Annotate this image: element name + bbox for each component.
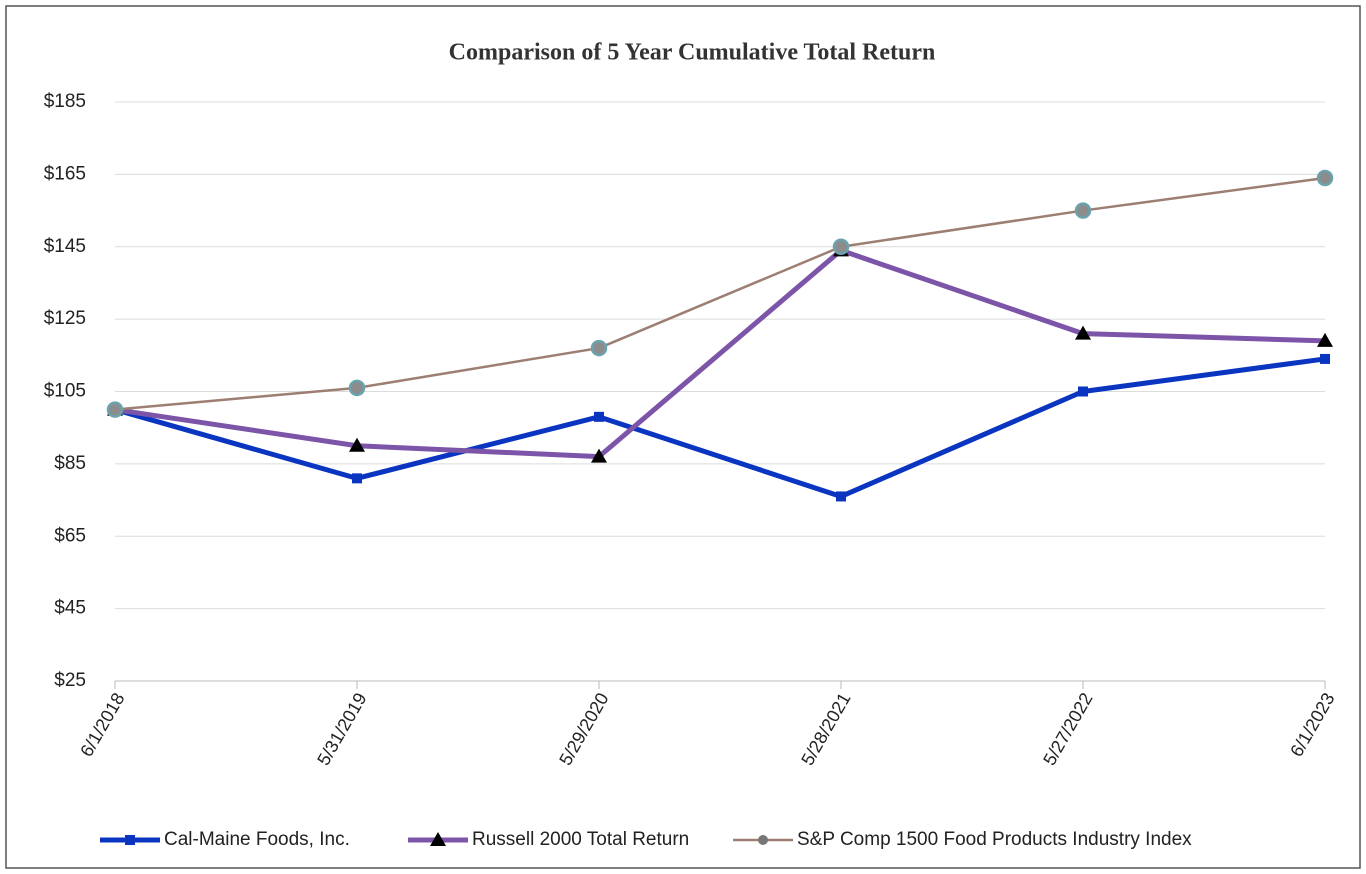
series-line (114, 247, 1326, 460)
series-line (114, 356, 1326, 499)
chart-frame (5, 5, 1361, 869)
marker (832, 238, 850, 255)
marker (1078, 386, 1088, 397)
y-tick-label: $85 (54, 453, 86, 474)
marker (591, 448, 607, 463)
marker (348, 379, 366, 397)
legend-item: Cal-Maine Foods, Inc. (100, 829, 350, 850)
marker (1320, 353, 1330, 364)
marker (590, 339, 608, 357)
y-tick-label: $105 (44, 381, 86, 402)
marker (836, 491, 846, 502)
y-tick-label: $45 (54, 598, 86, 619)
legend-item: S&P Comp 1500 Food Products Industry Ind… (733, 829, 1192, 850)
y-tick-label: $125 (44, 308, 86, 329)
marker (352, 473, 362, 484)
chart-title: Comparison of 5 Year Cumulative Total Re… (449, 40, 936, 66)
y-tick-label: $25 (54, 670, 86, 691)
marker (1316, 169, 1334, 187)
marker (349, 437, 365, 452)
y-tick-label: $65 (54, 525, 86, 546)
legend-marker (758, 835, 768, 845)
legend-label: Cal-Maine Foods, Inc. (164, 829, 350, 850)
marker (1075, 325, 1091, 340)
legend-item: Russell 2000 Total Return (408, 829, 689, 850)
legend-label: Russell 2000 Total Return (472, 829, 689, 850)
legend-marker (125, 835, 135, 845)
series-line (114, 176, 1326, 411)
marker (594, 411, 604, 422)
legend-label: S&P Comp 1500 Food Products Industry Ind… (797, 829, 1192, 850)
y-tick-label: $165 (44, 163, 86, 184)
legend-marker (430, 832, 446, 846)
marker (106, 401, 124, 418)
marker (1074, 202, 1092, 219)
y-tick-label: $185 (44, 91, 86, 112)
y-tick-label: $145 (44, 236, 86, 257)
marker (1317, 332, 1333, 347)
